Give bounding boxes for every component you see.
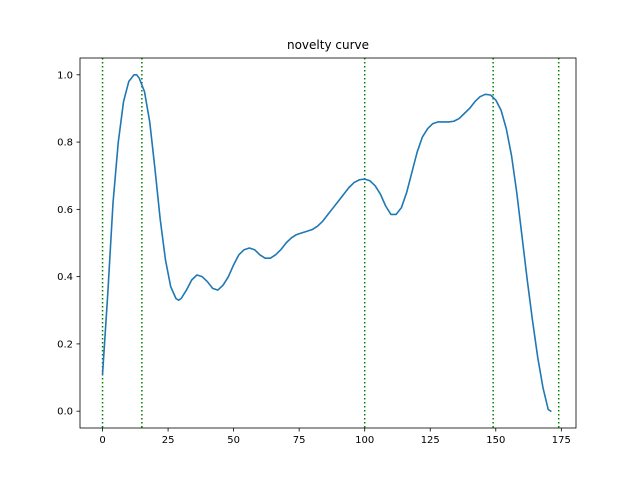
- y-tick-label: 0.4: [57, 272, 73, 283]
- axis-ticks: 0 25 50 75 100 125 150 175 0.0 0.2 0.4 0.6 0.8 1.0: [57, 70, 571, 446]
- y-tick-label: 0.8: [57, 138, 73, 149]
- y-tick-label: 0.2: [57, 339, 73, 350]
- x-tick-label: 25: [162, 435, 175, 446]
- plot-area-frame: [79, 57, 577, 429]
- x-tick-label: 0: [99, 435, 105, 446]
- x-tick-label: 150: [486, 435, 505, 446]
- y-tick-label: 1.0: [57, 70, 73, 81]
- series-line: [101, 74, 552, 412]
- x-tick-label: 50: [227, 435, 240, 446]
- x-tick-label: 125: [421, 435, 440, 446]
- x-tick-label: 100: [355, 435, 374, 446]
- series-layer: [101, 74, 552, 412]
- y-tick-label: 0.6: [57, 205, 73, 216]
- chart-title: novelty curve: [287, 38, 369, 52]
- x-tick-label: 75: [293, 435, 306, 446]
- y-tick-label: 0.0: [57, 407, 73, 418]
- x-tick-label: 175: [552, 435, 571, 446]
